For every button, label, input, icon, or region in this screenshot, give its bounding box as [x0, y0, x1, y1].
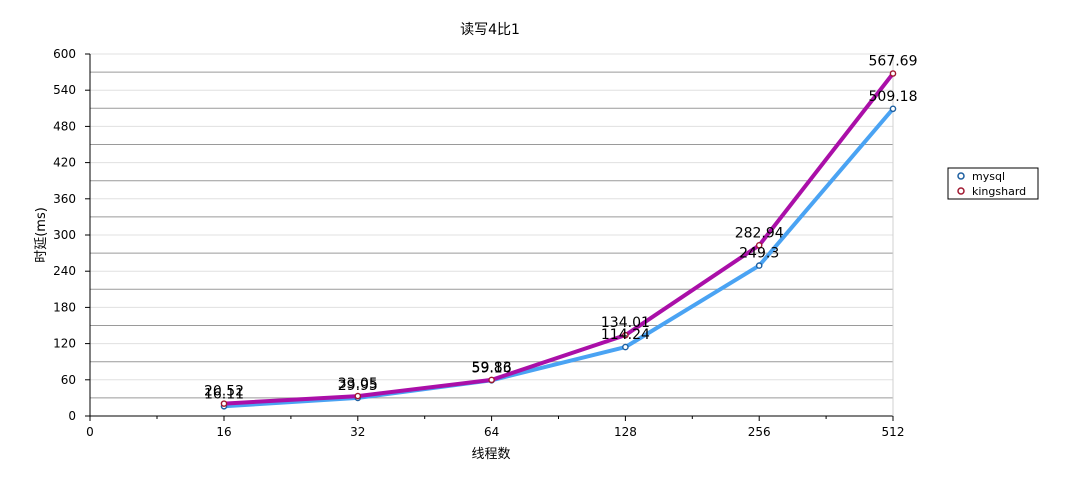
data-point-kingshard — [755, 241, 763, 249]
y-tick-label: 420 — [53, 156, 76, 170]
x-tick-label: 32 — [350, 425, 365, 439]
data-point-mysql — [755, 262, 763, 269]
legend-marker-mysql — [957, 172, 965, 180]
legend-label-kingshard: kingshard — [972, 185, 1026, 198]
y-tick-label: 540 — [53, 83, 76, 97]
y-tick-label: 600 — [53, 47, 76, 61]
data-label-kingshard: 33.05 — [338, 376, 378, 392]
x-tick-label: 128 — [614, 425, 637, 439]
x-tick-label: 16 — [216, 425, 231, 439]
x-tick-label: 64 — [484, 425, 499, 439]
x-tick-label: 256 — [748, 425, 771, 439]
data-point-mysql — [889, 105, 897, 113]
y-tick-label: 240 — [53, 264, 76, 278]
y-tick-label: 120 — [53, 337, 76, 351]
data-point-kingshard — [622, 331, 629, 339]
axes — [85, 53, 894, 421]
tick-labels: 0 60 120 180 240 300 360 420 480 540 600 0 16 32 64 128… — [53, 47, 904, 439]
y-tick-label: 300 — [53, 228, 76, 242]
data-point-kingshard — [889, 70, 897, 77]
y-tick-label: 60 — [61, 373, 76, 387]
data-label-kingshard: 134.01 — [601, 315, 650, 331]
x-tick-label: 512 — [882, 425, 905, 439]
data-labels: 16.11 29.95 59.16 114.24 249.3 509.18 20.52 33.… — [204, 53, 918, 402]
legend-label-mysql: mysql — [972, 170, 1005, 183]
y-axis-title: 时延(ms) — [34, 207, 49, 263]
data-label-kingshard: 59.83 — [472, 360, 512, 376]
y-tick-label: 360 — [53, 192, 76, 206]
data-point-mysql — [622, 343, 629, 351]
data-point-kingshard — [488, 376, 495, 384]
data-label-kingshard: 567.69 — [869, 53, 918, 69]
data-label-kingshard: 20.52 — [204, 384, 244, 400]
y-tick-label: 0 — [68, 409, 76, 423]
data-label-mysql: 249.3 — [739, 246, 779, 262]
x-axis-title: 线程数 — [471, 447, 510, 462]
data-label-mysql: 59.16 — [472, 360, 512, 376]
data-label-mysql: 509.18 — [869, 89, 918, 105]
legend: mysql kingshard — [947, 167, 1039, 200]
data-point-kingshard — [354, 392, 362, 400]
x-tick-label: 0 — [86, 425, 94, 439]
series-line-kingshard — [222, 71, 895, 406]
data-label-kingshard: 282.94 — [735, 225, 784, 241]
grid-lines — [90, 53, 893, 399]
chart-title: 读写4比1 — [460, 21, 520, 38]
data-point-kingshard — [220, 400, 228, 407]
legend-marker-kingshard — [957, 187, 965, 195]
data-label-mysql: 16.11 — [204, 386, 244, 402]
y-tick-label: 180 — [53, 300, 76, 314]
series — [220, 70, 897, 410]
data-label-mysql: 29.95 — [338, 378, 378, 394]
data-label-mysql: 114.24 — [601, 327, 650, 343]
y-tick-label: 480 — [53, 119, 76, 133]
